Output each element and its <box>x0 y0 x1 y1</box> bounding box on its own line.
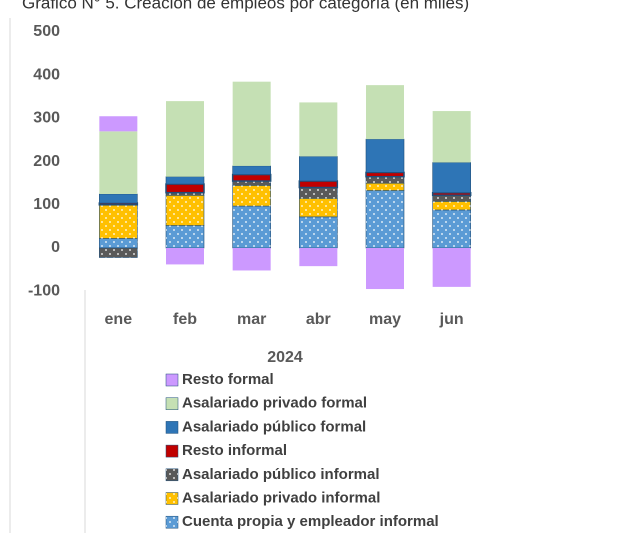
bar-segment <box>432 111 471 163</box>
bar-segment <box>299 248 338 267</box>
bar-pattern <box>366 176 404 184</box>
bar-segment <box>99 131 138 194</box>
bar-pattern <box>232 181 271 186</box>
bar-segment <box>232 81 271 166</box>
bar-segment <box>232 248 271 271</box>
bar-segment <box>99 193 138 204</box>
bar-segment <box>432 248 471 287</box>
bar-segment <box>165 183 205 194</box>
bar-pattern <box>432 201 471 210</box>
legend-swatch <box>165 444 179 458</box>
x-tick-label: may <box>369 311 401 328</box>
legend-swatch <box>165 421 179 434</box>
x-tick-label: ene <box>105 311 133 328</box>
bar-segment <box>298 180 339 189</box>
legend-label: Asalariado público formal <box>182 418 366 435</box>
bar-segment <box>99 116 138 132</box>
bar-pattern <box>99 238 138 248</box>
bar-segment <box>232 165 271 175</box>
bar-segment <box>366 248 404 290</box>
bar-segment <box>299 156 338 182</box>
legend-swatch <box>165 397 179 410</box>
chart-title: Gráfico N° 5. Creación de empleos por ca… <box>22 0 469 12</box>
bar-segment <box>231 173 272 182</box>
x-tick-label: jun <box>439 311 464 328</box>
legend-pattern <box>166 516 178 529</box>
y-tick-label: 0 <box>51 239 60 256</box>
bar-segment <box>366 85 404 140</box>
x-tick-label: mar <box>237 311 266 328</box>
bar-pattern <box>432 209 471 248</box>
bar-segment <box>365 171 405 178</box>
bar-pattern <box>299 216 338 248</box>
y-tick-label: -100 <box>28 282 60 299</box>
legend-label: Cuenta propia y empleador informal <box>182 513 439 530</box>
y-tick-label: 300 <box>33 110 60 127</box>
legend-label: Resto formal <box>182 371 274 388</box>
y-tick-label: 100 <box>33 196 60 213</box>
bar-pattern <box>166 225 204 248</box>
bar-pattern <box>166 195 204 226</box>
bar-pattern <box>299 198 338 217</box>
y-tick-label: 400 <box>33 66 60 83</box>
bar-pattern <box>232 206 271 248</box>
bar-pattern <box>366 183 404 191</box>
legend-pattern <box>166 468 178 481</box>
bar-pattern <box>432 195 471 202</box>
legend-pattern <box>166 492 178 505</box>
legend-swatch <box>165 373 179 387</box>
bar-segment <box>432 162 471 194</box>
y-tick-label: 200 <box>33 153 60 170</box>
y-tick-label: 500 <box>33 23 60 40</box>
bar-segment <box>166 101 204 177</box>
x-tick-label: feb <box>173 311 197 328</box>
legend-label: Asalariado privado informal <box>182 489 380 506</box>
x-tick-label: abr <box>306 311 331 328</box>
bar-pattern <box>299 187 338 199</box>
legend-label: Asalariado público informal <box>182 466 380 483</box>
bar-segment <box>431 191 472 197</box>
bar-segment <box>166 248 204 265</box>
bar-pattern <box>366 190 404 248</box>
bar-segment <box>165 176 205 185</box>
bar-pattern <box>232 185 271 207</box>
bar-pattern <box>166 192 204 196</box>
bar-pattern <box>99 204 138 239</box>
legend-label: Resto informal <box>182 442 287 459</box>
legend-label: Asalariado privado formal <box>182 395 367 412</box>
x-axis-label: 2024 <box>267 349 303 366</box>
bar-pattern <box>99 248 138 258</box>
bar-segment <box>299 102 338 157</box>
bar-segment <box>365 138 405 173</box>
